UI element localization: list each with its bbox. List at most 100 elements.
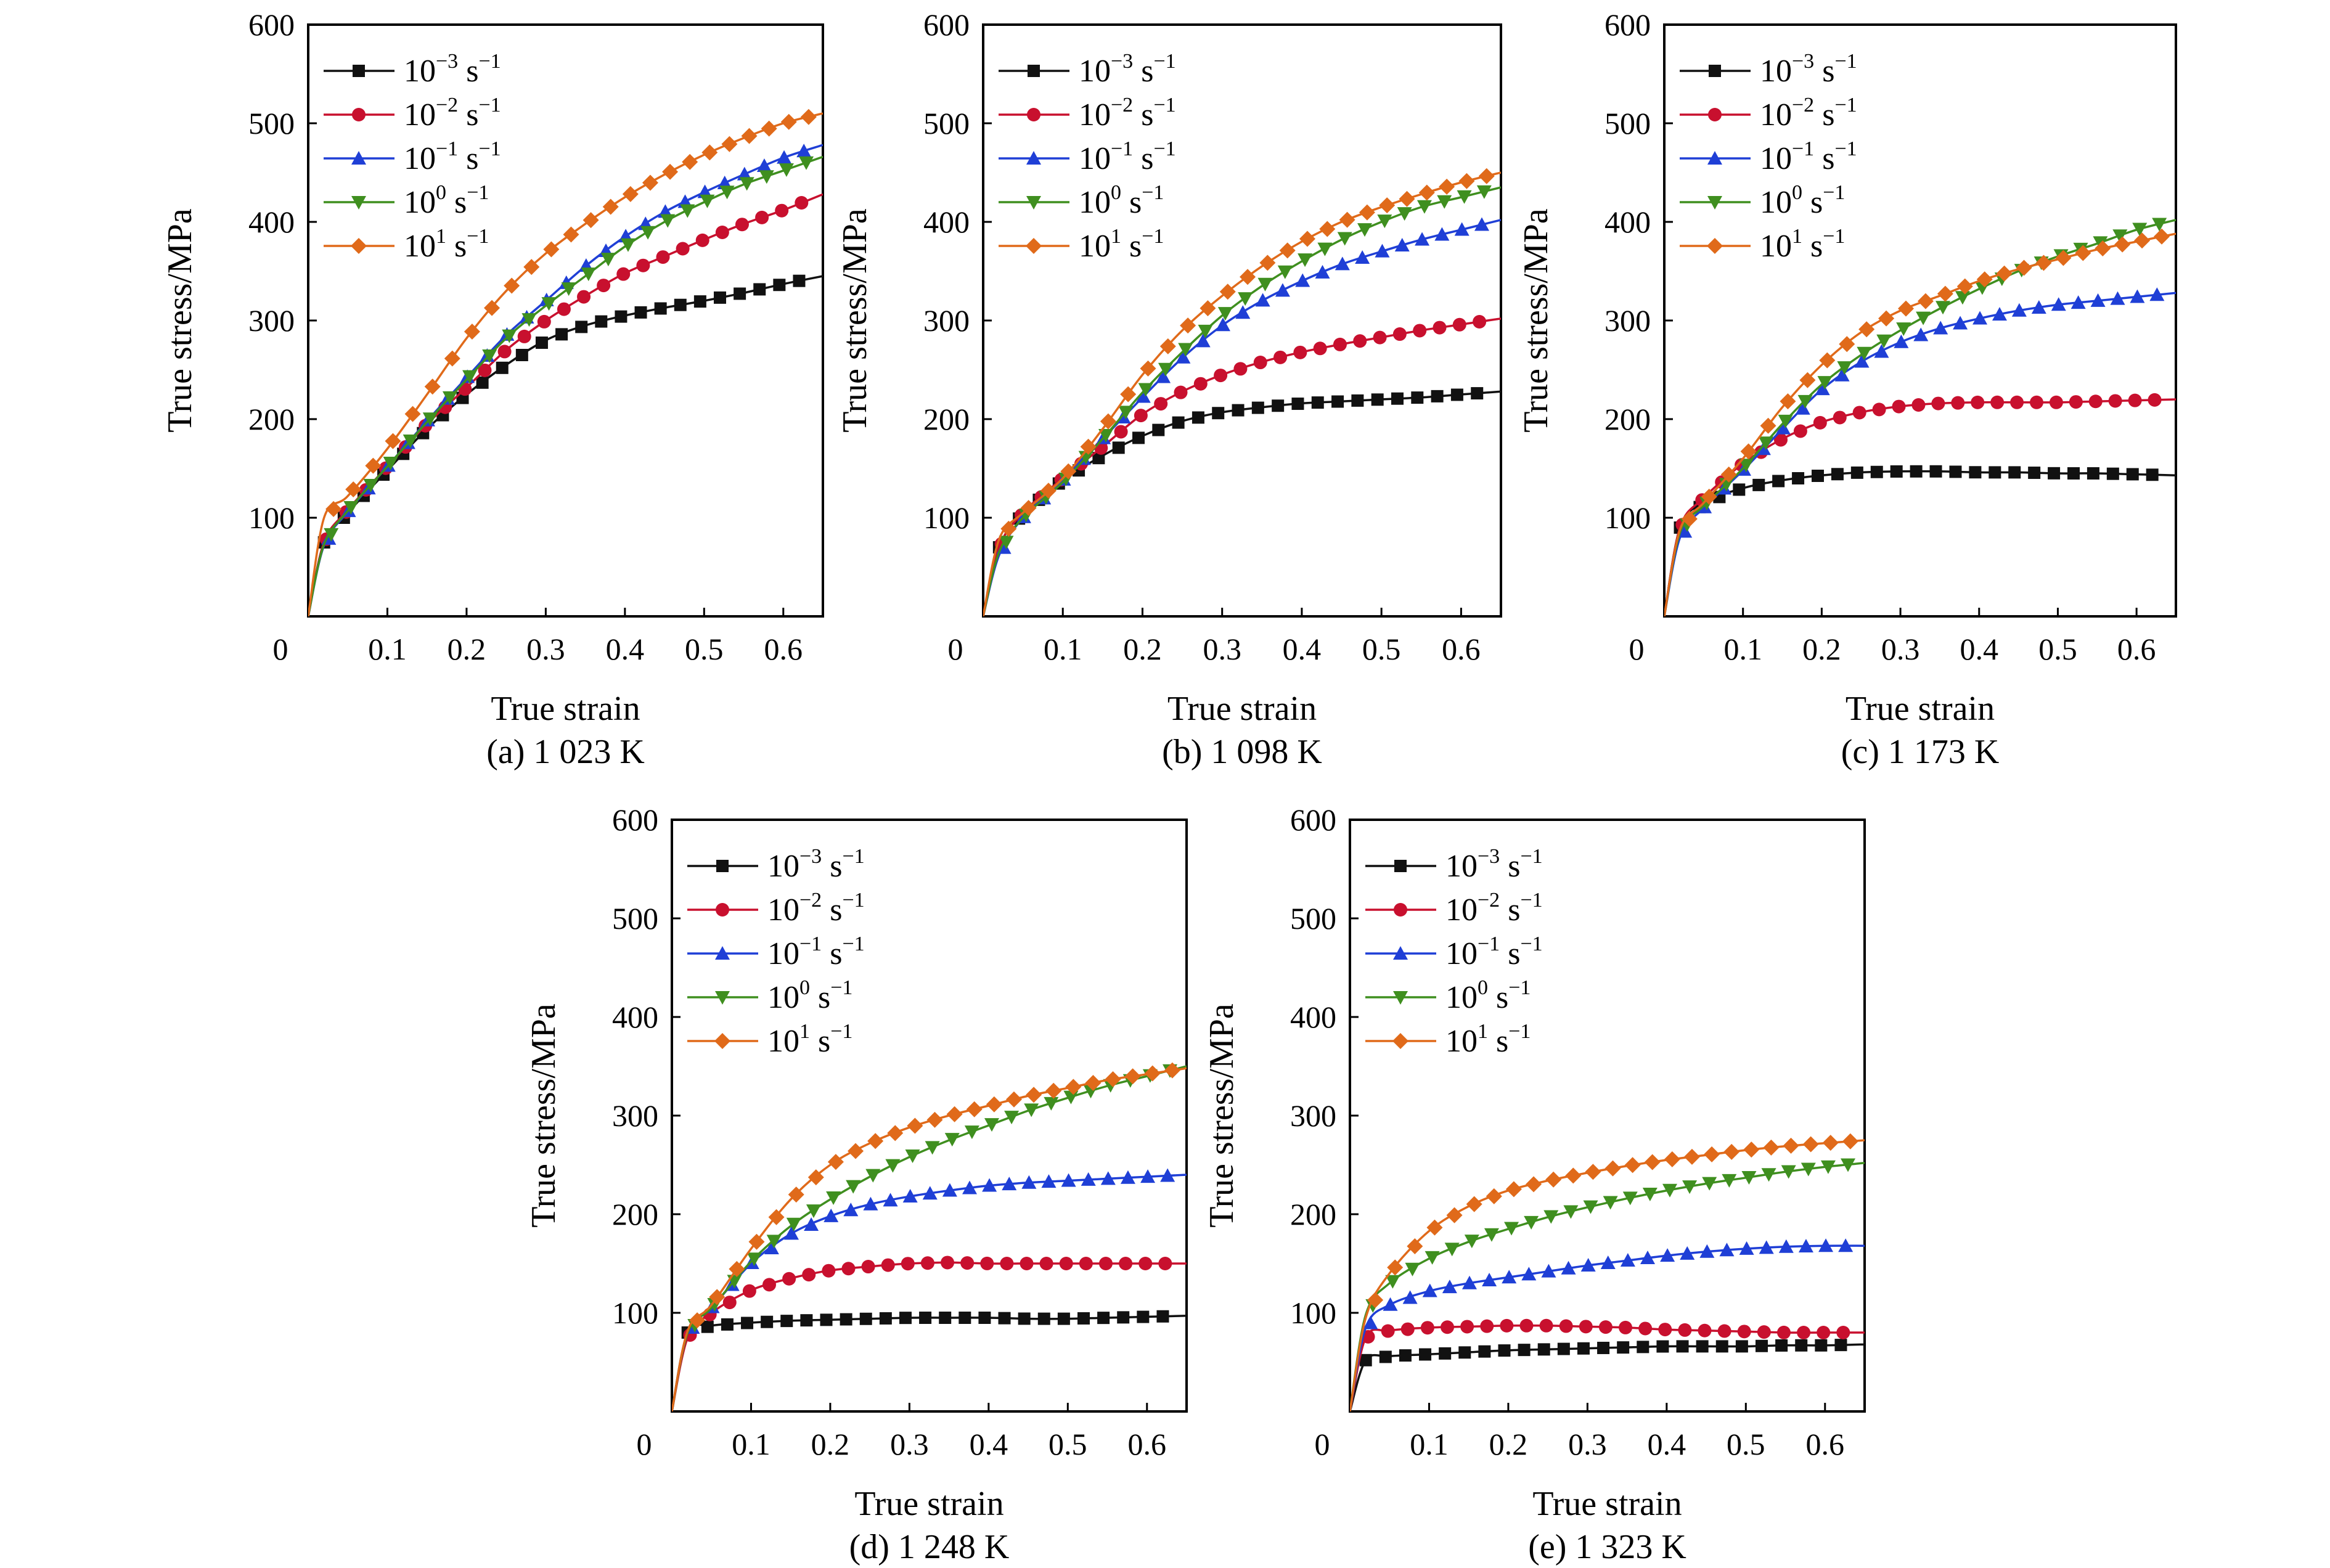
data-point [1870, 465, 1883, 478]
data-point [861, 1260, 875, 1274]
data-point [1134, 409, 1148, 423]
x-tick-label: 0.6 [1806, 1427, 1845, 1461]
legend-label: 101 s−1 [404, 225, 489, 264]
data-point [1100, 1171, 1116, 1185]
panels: 100 200 300 400 500 600 0 0.1 0.2 0.3 0.4 0.5 0.6 Tru… [161, 7, 2177, 1566]
x-tick-label: 0.3 [1203, 632, 1241, 666]
data-point [1039, 1257, 1053, 1270]
data-point [1452, 317, 1466, 332]
data-point [779, 163, 794, 178]
x-tick-label: 0.4 [1960, 632, 1999, 666]
data-point [2090, 293, 2106, 307]
data-point [2149, 287, 2165, 301]
data-point [701, 144, 718, 161]
plot-area [983, 168, 1501, 616]
data-point [1399, 1349, 1412, 1362]
data-point [616, 267, 631, 281]
x-axis-title: True strain [1167, 690, 1317, 728]
data-point [919, 1312, 932, 1324]
data-point [2114, 236, 2131, 253]
data-point [775, 203, 789, 218]
data-point [1872, 402, 1886, 417]
data-point [1379, 1350, 1392, 1363]
data-point [1219, 284, 1236, 300]
data-point [2031, 300, 2046, 314]
legend-label: 101 s−1 [767, 1020, 852, 1059]
data-point [1461, 1275, 1477, 1289]
data-point [1812, 470, 1824, 482]
data-point [444, 350, 460, 367]
data-point [1471, 387, 1484, 400]
y-tick-label: 400 [1290, 1000, 1336, 1034]
data-point [729, 1260, 745, 1277]
data-point [2112, 229, 2128, 243]
data-point [966, 1101, 983, 1117]
data-point [1763, 1139, 1780, 1156]
data-point [543, 241, 560, 258]
data-point [1637, 1341, 1649, 1354]
data-point [1563, 1205, 1579, 1219]
legend-marker [353, 65, 365, 77]
legend-marker [714, 1033, 730, 1049]
data-point [796, 144, 812, 158]
data-point [737, 166, 752, 181]
legend-marker [716, 860, 729, 872]
data-point [1820, 1160, 1836, 1174]
data-point [1405, 1262, 1420, 1276]
y-tick-label: 600 [923, 7, 970, 42]
data-point [1834, 367, 1850, 382]
data-point [2070, 295, 2086, 309]
data-point [1407, 1238, 1423, 1254]
legend-marker [1028, 65, 1040, 77]
legend-label: 101 s−1 [1079, 225, 1164, 264]
x-tick-label: 0.6 [2117, 632, 2156, 666]
data-point [1120, 386, 1137, 402]
data-point [1505, 1181, 1522, 1198]
data-point [1259, 255, 1276, 271]
x-axis-title: True strain [854, 1485, 1004, 1523]
data-point [1656, 1340, 1669, 1353]
x-tick-label: 0.3 [526, 632, 565, 666]
data-point [867, 1133, 884, 1149]
x-tick-label: 0.3 [1881, 632, 1920, 666]
legend-label: 10−1 s−1 [767, 933, 865, 971]
data-point [1931, 396, 1945, 410]
data-point [773, 279, 786, 292]
data-point [753, 283, 766, 296]
data-point [741, 128, 758, 144]
data-point [1041, 1174, 1057, 1188]
data-point [1426, 1219, 1443, 1236]
legend-entry-0: 10−3 s−1 [1365, 845, 1543, 884]
legend-marker [351, 238, 367, 254]
data-point [1526, 1176, 1542, 1193]
data-point [746, 1252, 762, 1267]
data-point [1839, 336, 1855, 353]
y-tick-label: 500 [1290, 901, 1336, 936]
data-point [1158, 1257, 1172, 1270]
series-4 [308, 108, 823, 616]
data-point [1658, 1323, 1672, 1337]
data-point [595, 315, 608, 328]
x-tick-label: 0.4 [1648, 1427, 1686, 1461]
data-point [2128, 393, 2142, 407]
data-point [1335, 256, 1350, 271]
data-point [822, 1264, 836, 1278]
data-point [982, 1178, 997, 1192]
x-tick-label: 0.5 [2038, 632, 2077, 666]
data-point [622, 186, 639, 202]
legend-marker [715, 991, 730, 1005]
legend-label: 10−2 s−1 [404, 94, 501, 133]
data-point [1355, 250, 1370, 264]
y-tick-label: 400 [612, 1000, 658, 1034]
legend-label: 10−3 s−1 [1445, 845, 1543, 884]
data-point [1760, 417, 1776, 434]
data-point [577, 290, 591, 304]
data-point [476, 376, 489, 389]
data-point [780, 113, 797, 130]
data-point [1024, 1103, 1039, 1117]
data-point [1363, 1315, 1378, 1329]
data-point [1339, 211, 1355, 228]
data-point [695, 233, 709, 247]
y-axis-title: True stress/MPa [161, 208, 199, 433]
